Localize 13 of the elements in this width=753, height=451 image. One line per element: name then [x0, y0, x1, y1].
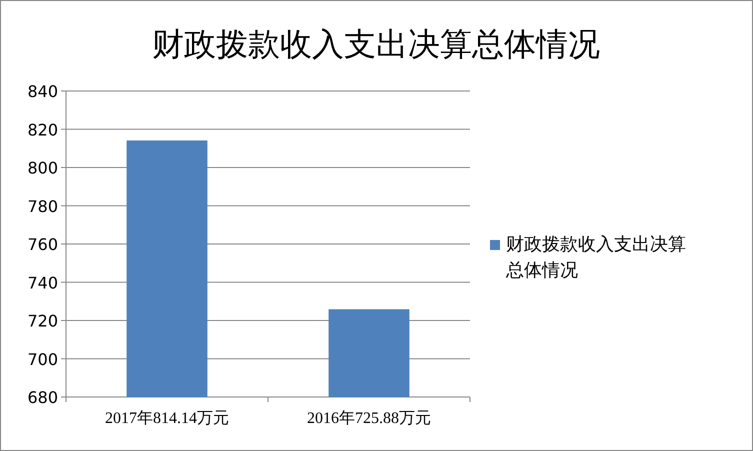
y-tick-label: 760 — [27, 235, 58, 254]
chart-title: 财政拨款收入支出决算总体情况 — [152, 25, 600, 63]
y-tick-label: 800 — [27, 158, 58, 178]
x-tick-label: 2017年814.14万元 — [105, 410, 229, 427]
y-tick-label: 840 — [27, 82, 58, 101]
y-tick-label: 720 — [27, 312, 58, 330]
y-tick-label: 780 — [27, 196, 58, 216]
x-tick-label: 2016年725.88万元 — [307, 410, 431, 427]
legend-label: 财政拨款收入支出决算总体情况 — [506, 233, 687, 283]
y-tick-label: 680 — [27, 388, 58, 407]
y-tick-label: 820 — [27, 120, 58, 140]
y-tick-label: 740 — [27, 273, 58, 292]
y-tick-label: 700 — [27, 350, 58, 369]
